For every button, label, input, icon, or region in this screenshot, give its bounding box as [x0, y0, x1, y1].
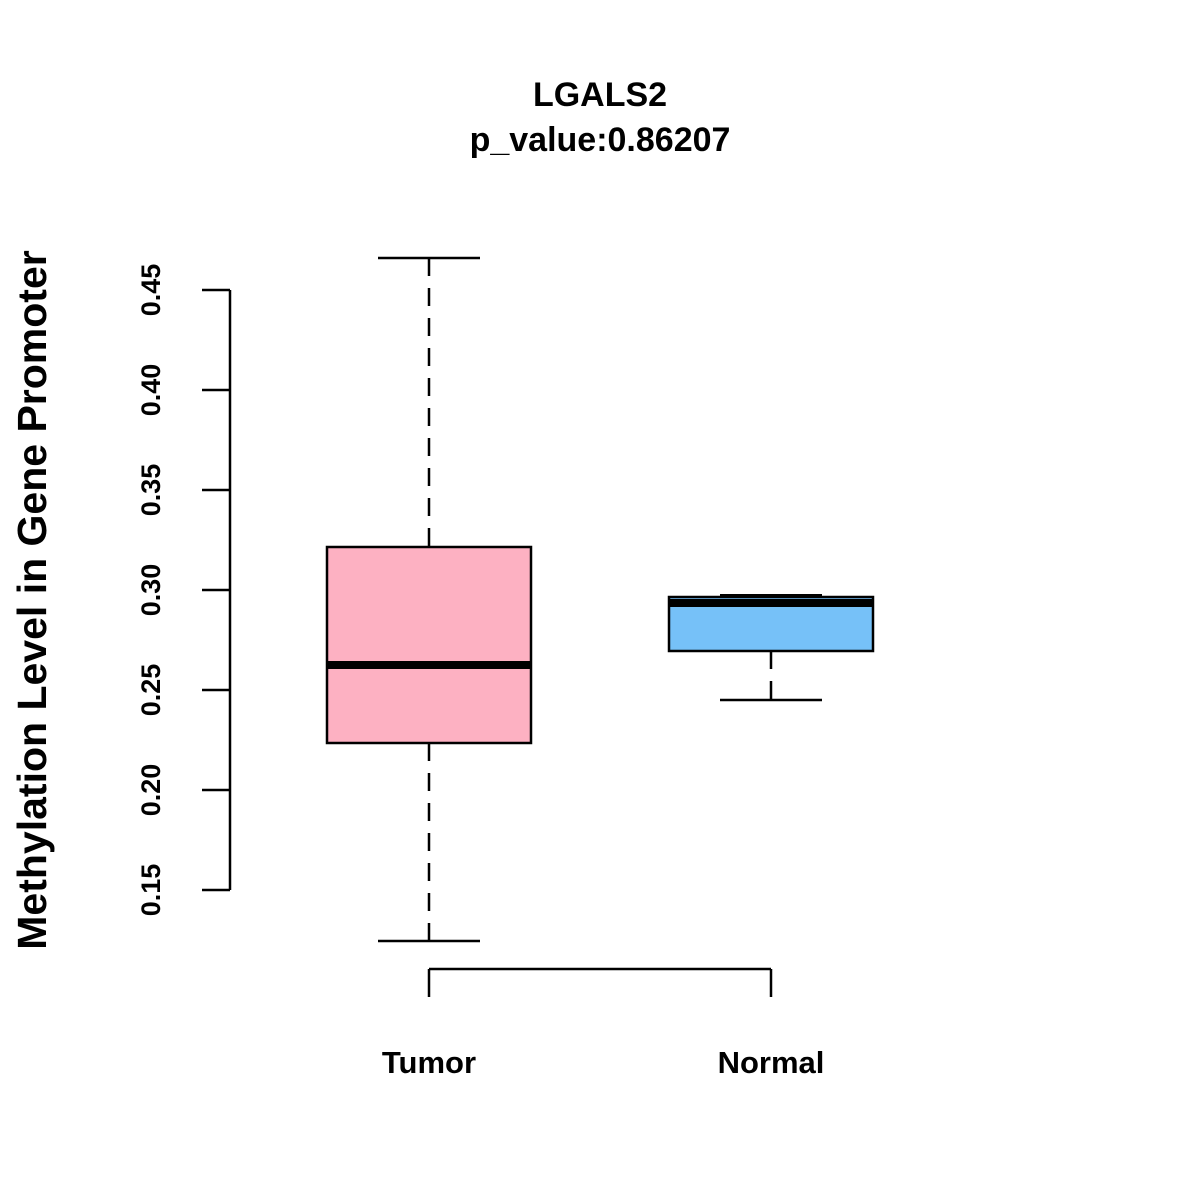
- box-normal: [667, 593, 875, 702]
- chart-title: LGALS2: [533, 76, 667, 114]
- y-tick-label: 0.25: [136, 664, 166, 717]
- y-axis-label: Methylation Level in Gene Promoter: [9, 250, 55, 949]
- y-axis: 0.15 0.20 0.25 0.30 0.35 0.40 0.45: [136, 264, 232, 917]
- box-tumor: [325, 256, 533, 943]
- boxes: [325, 256, 875, 943]
- y-tick-label: 0.15: [136, 864, 166, 917]
- x-tick-label: Normal: [718, 1045, 825, 1080]
- box-iqr: [325, 545, 533, 745]
- chart-subtitle: p_value:0.86207: [470, 121, 731, 159]
- x-axis: Tumor Normal: [382, 967, 825, 1080]
- y-tick-label: 0.20: [136, 764, 166, 817]
- y-tick-label: 0.35: [136, 464, 166, 517]
- y-tick-label: 0.45: [136, 264, 166, 317]
- y-tick-label: 0.30: [136, 564, 166, 617]
- x-tick-label: Tumor: [382, 1045, 476, 1080]
- y-tick-label: 0.40: [136, 364, 166, 417]
